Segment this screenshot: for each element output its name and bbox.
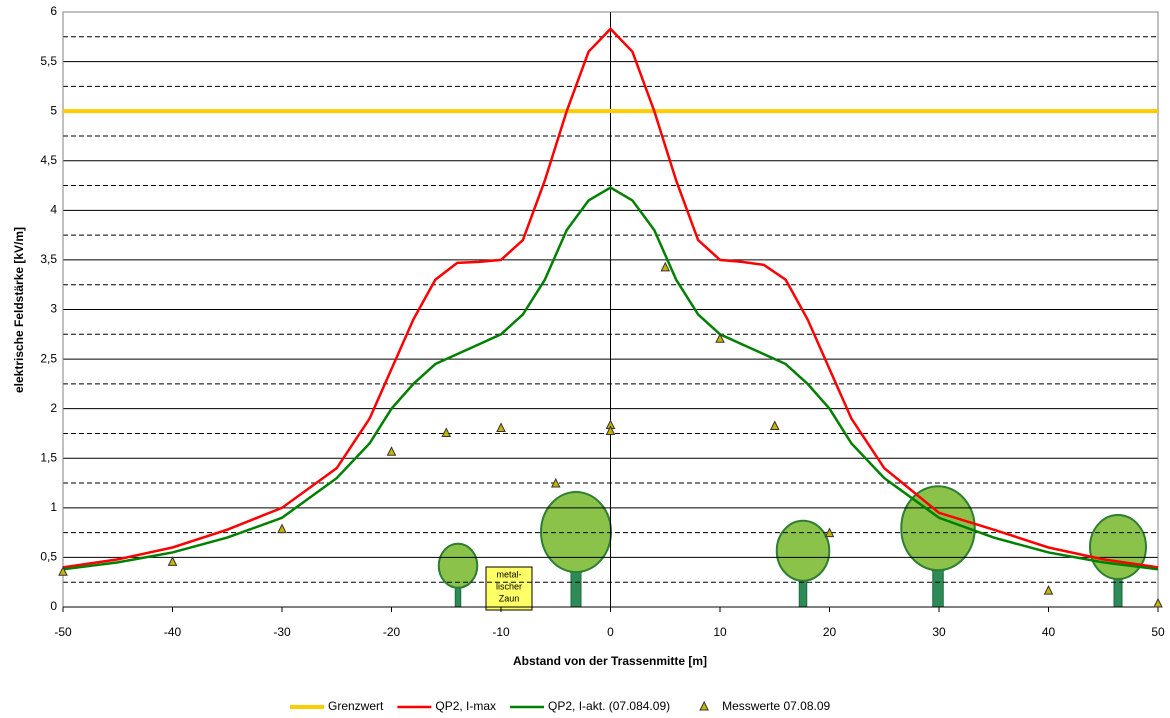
- x-tick-label: 30: [932, 625, 946, 639]
- x-tick-label: 50: [1151, 625, 1165, 639]
- x-tick-label: 10: [713, 625, 727, 639]
- legend-label: QP2, I-akt. (07.084.09): [548, 699, 670, 713]
- x-tick-label: 20: [823, 625, 837, 639]
- data-point: [496, 422, 506, 432]
- legend-label: Messwerte 07.08.09: [722, 699, 830, 713]
- x-tick-label: 0: [607, 625, 614, 639]
- x-tick-label: -30: [273, 625, 291, 639]
- y-tick-label: 2: [50, 401, 57, 415]
- y-tick-label: 3: [50, 302, 57, 316]
- y-tick-label: 1: [50, 500, 57, 514]
- x-tick-label: -40: [164, 625, 182, 639]
- y-tick-label: 1,5: [40, 450, 57, 464]
- x-tick-label: -10: [492, 625, 510, 639]
- legend-label: QP2, I-max: [435, 699, 496, 713]
- data-point: [441, 427, 452, 437]
- data-point: [1043, 585, 1054, 595]
- x-tick-label: -20: [383, 625, 401, 639]
- data-point: [277, 523, 287, 534]
- fence: [485, 566, 533, 611]
- y-tick-label: 4,5: [40, 153, 57, 167]
- y-tick-label: 0,5: [40, 550, 57, 564]
- tree-crown: [1089, 514, 1147, 580]
- annotation: metal-: [496, 569, 521, 579]
- annotation: Zaun: [499, 593, 520, 603]
- data-point: [167, 556, 178, 566]
- series-line: [62, 186, 1159, 571]
- y-tick-label: 4: [50, 203, 57, 217]
- data-point: [386, 446, 397, 456]
- data-point: [58, 566, 68, 576]
- y-tick-label: 3,5: [40, 252, 57, 266]
- data-point: [550, 477, 561, 488]
- data-point: [660, 261, 671, 272]
- tree-crown: [540, 491, 612, 573]
- y-tick-label: 0: [50, 599, 57, 613]
- x-axis-title: Abstand von der Trassenmitte [m]: [513, 654, 707, 668]
- y-tick-label: 5,5: [40, 54, 57, 68]
- decoration: metal-lischer Zaun: [437, 485, 1147, 611]
- y-tick-label: 2,5: [40, 351, 57, 365]
- x-tick-label: -50: [54, 625, 72, 639]
- data-point: [769, 420, 780, 431]
- y-tick-label: 6: [50, 4, 57, 18]
- data-point: [1153, 597, 1163, 608]
- annotation: lischer: [496, 581, 522, 591]
- series-line: [62, 27, 1159, 569]
- data-point: [824, 527, 835, 538]
- legend-marker: [699, 700, 709, 711]
- x-tick-label: 40: [1042, 625, 1056, 639]
- data-point: [605, 425, 616, 435]
- legend-label: Grenzwert: [328, 699, 384, 713]
- y-axis-title: elektrische Feldstärke [kV/m]: [12, 227, 26, 393]
- y-tick-label: 5: [50, 103, 57, 117]
- tree-crown: [437, 542, 479, 589]
- tree-crown: [900, 485, 976, 572]
- tree-crown: [775, 519, 831, 582]
- data-point: [715, 333, 725, 343]
